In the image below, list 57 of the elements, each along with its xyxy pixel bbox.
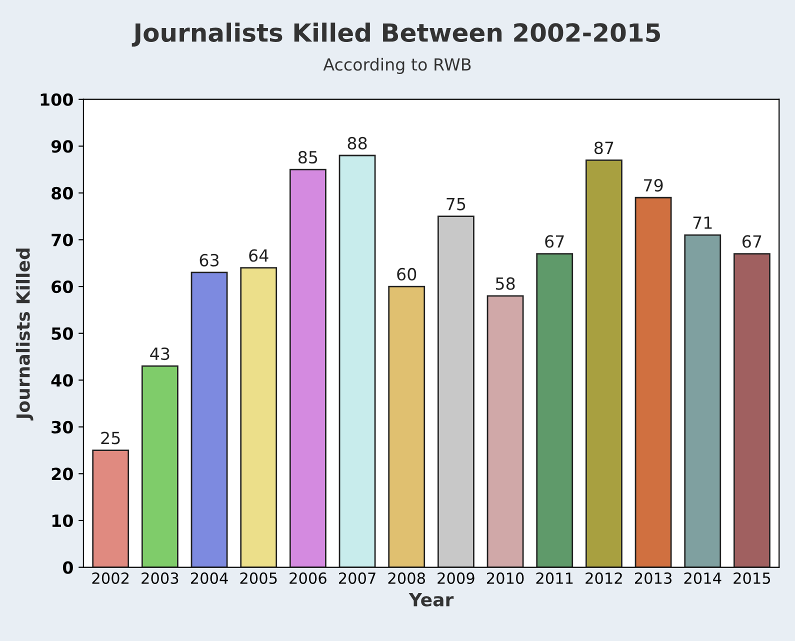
x-tick-label: 2012 [586,572,622,584]
y-tick-label: 80 [52,186,73,200]
x-tick-label: 2011 [536,572,573,584]
y-tick-label: 90 [51,140,73,153]
bar [634,196,672,568]
x-tick-label: 2014 [684,572,722,584]
data-label: 43 [150,347,170,360]
data-label: 67 [742,235,762,248]
data-label: 75 [446,198,466,210]
data-label: 87 [594,142,614,154]
y-tick-label: 20 [52,468,73,480]
y-tick-label: 70 [52,234,73,246]
bar [586,159,622,568]
y-tick-label: 0 [62,561,73,574]
x-tick-label: 2002 [92,572,129,584]
data-label: 64 [249,249,268,262]
chart-title: Journalists Killed Between 2002-2015 [132,22,660,47]
data-label: 88 [348,136,367,150]
bar [240,267,278,568]
data-label: 67 [545,235,564,248]
bar [338,154,376,568]
x-tick-label: 2003 [142,572,178,584]
data-label: 85 [298,150,318,164]
bar [388,286,426,568]
x-tick-label: 2015 [734,572,770,584]
data-label: 60 [397,268,416,281]
y-axis-title: Journalists Killed [16,248,34,421]
x-tick-label: 2008 [388,572,426,584]
data-label: 63 [200,254,219,266]
bar [486,295,524,568]
x-tick-label: 2010 [486,572,524,584]
y-tick-label: 100 [40,93,73,106]
bar [141,365,178,568]
x-tick-label: 2009 [438,572,474,584]
data-label: 58 [496,277,515,290]
bar [734,253,770,568]
data-label: 71 [693,216,712,229]
y-tick-label: 30 [52,420,73,434]
x-tick-label: 2007 [338,572,376,584]
bar [190,272,228,568]
bar [684,234,722,568]
x-tick-label: 2013 [634,572,672,584]
data-label: 25 [101,432,120,444]
x-tick-label: 2004 [190,572,228,584]
bar [536,253,574,568]
y-tick-label: 60 [52,280,73,294]
bar [289,168,326,568]
chart-subtitle: According to RWB [323,58,471,74]
x-tick-label: 2006 [290,572,326,584]
bar [438,216,474,568]
y-tick-label: 50 [52,327,73,340]
data-label: 79 [644,179,663,192]
x-axis-title: Year [408,593,454,606]
y-tick-label: 10 [52,514,73,528]
y-tick-label: 40 [51,374,73,387]
bar [92,450,130,568]
x-tick-label: 2005 [240,572,277,584]
